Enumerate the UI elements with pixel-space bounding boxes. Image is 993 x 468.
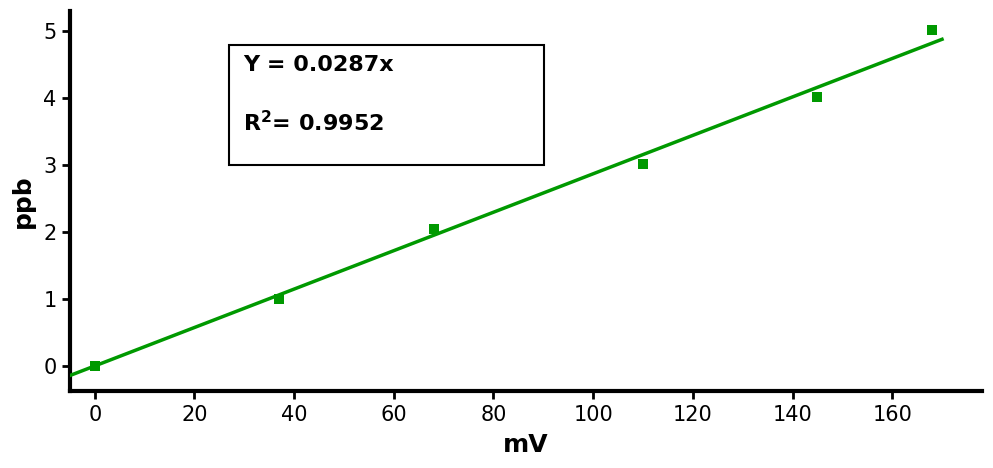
X-axis label: mV: mV	[503, 433, 549, 457]
Text: $\mathregular{R^2}$= 0.9952: $\mathregular{R^2}$= 0.9952	[243, 110, 384, 135]
Point	[271, 295, 287, 303]
Point	[86, 362, 102, 370]
Point	[924, 26, 940, 34]
Text: Y = 0.0287x: Y = 0.0287x	[243, 55, 394, 75]
FancyBboxPatch shape	[229, 45, 544, 165]
Point	[809, 93, 825, 101]
Point	[426, 225, 442, 233]
Point	[636, 160, 651, 168]
Y-axis label: ppb: ppb	[11, 175, 35, 228]
